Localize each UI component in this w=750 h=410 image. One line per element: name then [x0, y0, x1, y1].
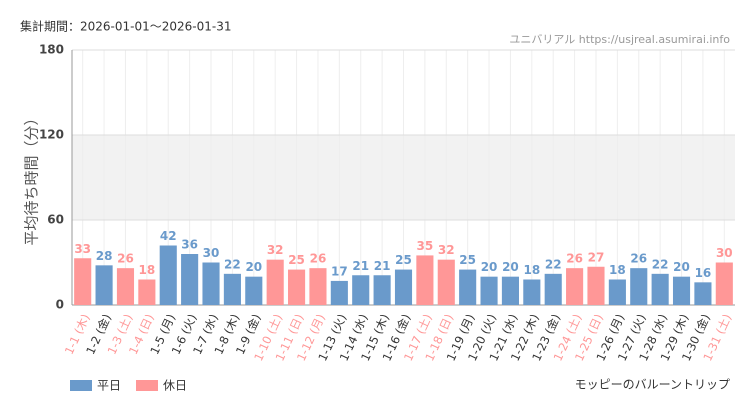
bar: [245, 276, 263, 305]
bar: [587, 266, 605, 305]
value-label: 20: [481, 260, 498, 274]
bar: [352, 275, 370, 305]
value-label: 17: [331, 264, 348, 278]
value-label: 33: [74, 242, 91, 256]
value-label: 25: [288, 253, 305, 267]
value-label: 21: [374, 259, 391, 273]
value-label: 18: [139, 263, 156, 277]
value-label: 22: [545, 257, 562, 271]
value-label: 26: [117, 252, 134, 266]
bar: [373, 275, 391, 305]
value-label: 30: [203, 246, 220, 260]
bar: [74, 258, 92, 305]
bar: [694, 282, 712, 305]
value-label: 18: [523, 263, 540, 277]
bar: [330, 280, 348, 305]
value-label: 26: [630, 252, 647, 266]
value-label: 18: [609, 263, 626, 277]
value-label: 26: [566, 252, 583, 266]
value-label: 16: [695, 266, 712, 280]
value-label: 35: [417, 239, 434, 253]
chart-subtitle: ユニバリアル https://usjreal.asumirai.info: [509, 33, 730, 46]
bar: [95, 265, 113, 305]
y-tick-label: 180: [39, 43, 64, 57]
y-tick-label: 120: [39, 128, 64, 142]
bar: [544, 273, 562, 305]
bar: [202, 262, 220, 305]
value-label: 20: [502, 260, 519, 274]
bar: [223, 273, 241, 305]
bar: [715, 262, 733, 305]
bar: [116, 268, 135, 305]
value-label: 25: [395, 253, 412, 267]
value-label: 28: [96, 249, 113, 263]
footer: モッピーのバルーントリップ: [575, 378, 730, 392]
value-label: 21: [352, 259, 369, 273]
bar: [394, 269, 413, 305]
bar: [501, 276, 519, 305]
value-label: 20: [673, 260, 690, 274]
value-label: 25: [459, 253, 476, 267]
bar: [608, 279, 626, 305]
bar: [437, 259, 455, 305]
value-label: 36: [181, 238, 198, 252]
y-axis-label: 平均待ち時間（分）: [23, 110, 41, 245]
value-label: 27: [588, 250, 605, 264]
bar: [523, 279, 541, 305]
bar: [672, 276, 691, 305]
chart-title: 集計期間：2026-01-01～2026-01-31: [20, 19, 231, 34]
bar: [566, 268, 584, 305]
bar: [266, 259, 284, 305]
value-label: 32: [267, 243, 284, 257]
value-label: 22: [224, 257, 241, 271]
legend-label: 休日: [163, 379, 187, 393]
value-label: 42: [160, 229, 177, 243]
bar: [480, 276, 498, 305]
bar: [416, 255, 434, 305]
legend-swatch: [136, 380, 158, 391]
bar: [138, 279, 156, 305]
bar: [459, 269, 477, 305]
value-label: 20: [245, 260, 262, 274]
y-tick-label: 0: [56, 298, 64, 312]
bar: [651, 273, 669, 305]
legend-label: 平日: [97, 379, 121, 393]
value-label: 32: [438, 243, 455, 257]
bar: [630, 268, 648, 305]
value-label: 22: [652, 257, 669, 271]
bar: [309, 268, 327, 305]
bar: [181, 254, 199, 305]
value-label: 26: [310, 252, 327, 266]
bar: [288, 269, 306, 305]
bar: [159, 245, 177, 305]
value-label: 30: [716, 246, 733, 260]
y-tick-label: 60: [47, 213, 64, 227]
legend-swatch: [70, 380, 92, 391]
